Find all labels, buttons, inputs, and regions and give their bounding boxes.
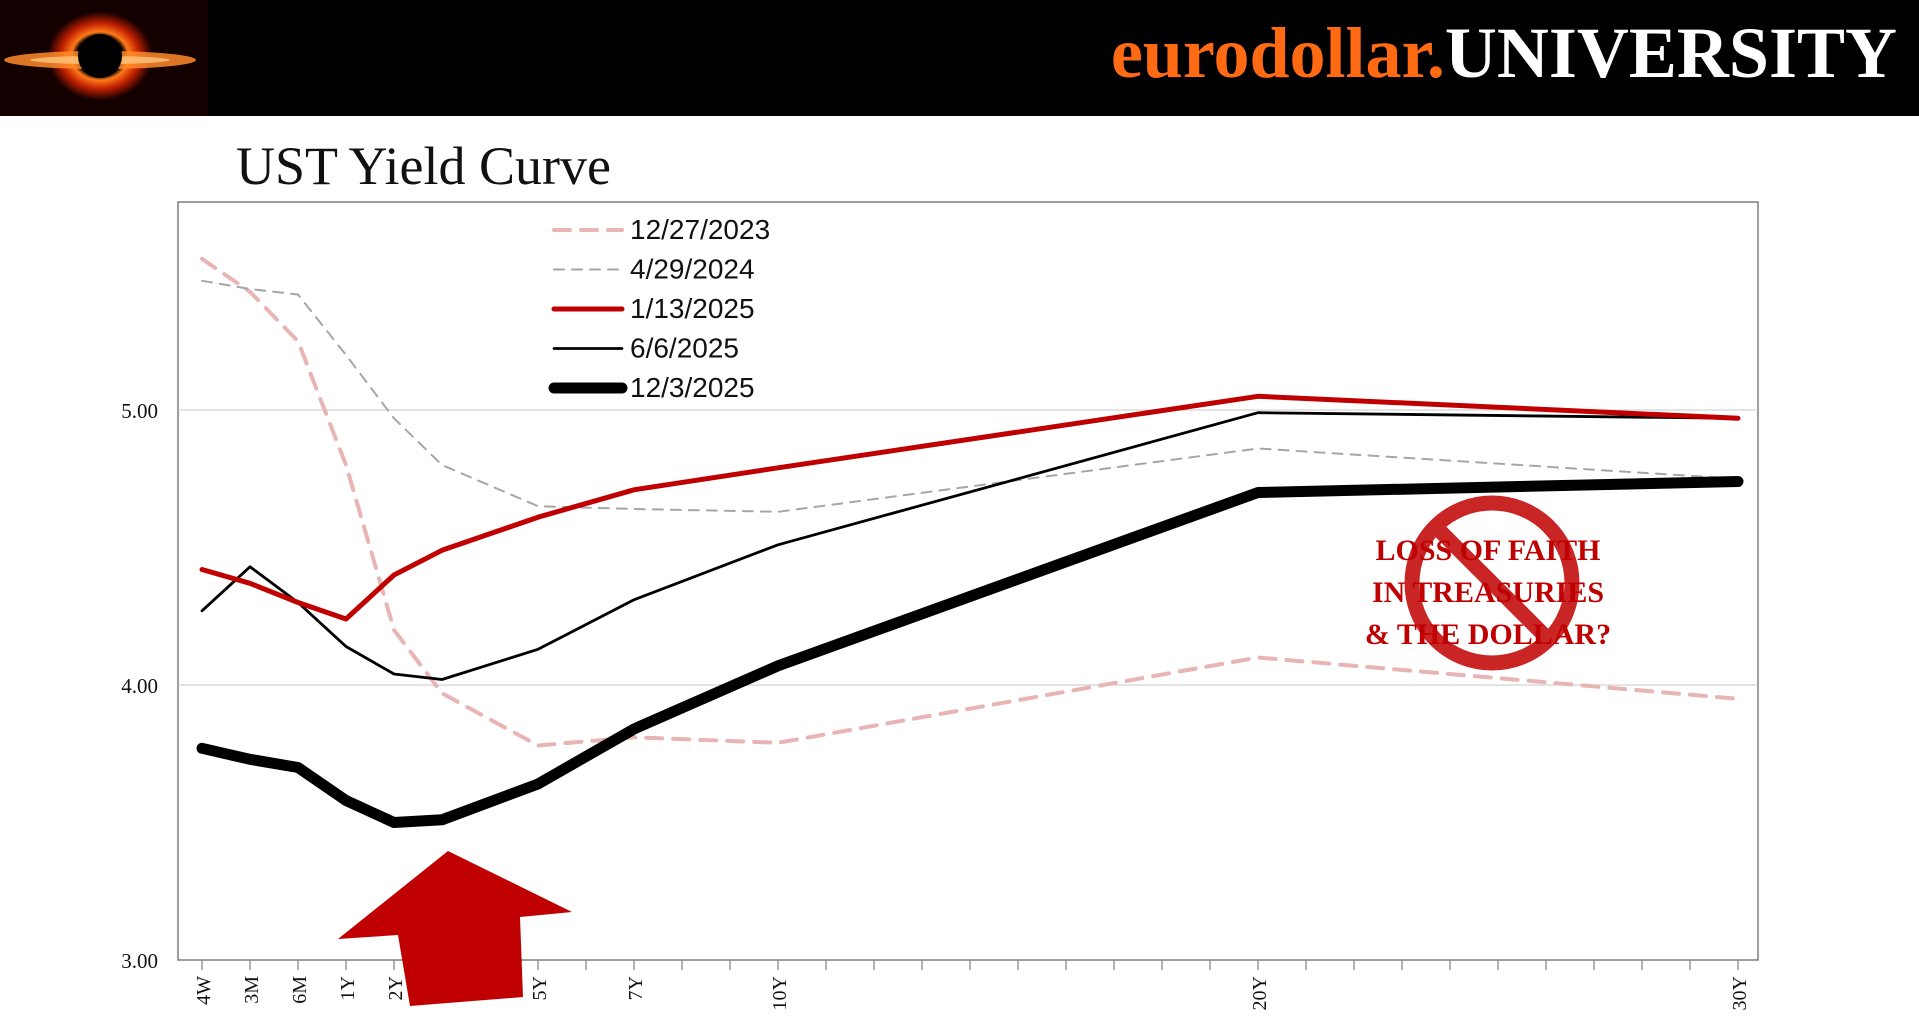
series-line-3 bbox=[199, 393, 1741, 622]
x-tick-label: 1Y bbox=[337, 976, 359, 1000]
stamp-text-line-1: LOSS OF FAITH bbox=[1375, 534, 1600, 567]
brand-part-orange: eurodollar. bbox=[1110, 13, 1445, 93]
brand-wordmark: eurodollar.UNIVERSITY bbox=[1111, 10, 1897, 96]
stamp-text-line-3: & THE DOLLAR? bbox=[1365, 618, 1611, 651]
x-tick-label: 5Y bbox=[529, 976, 551, 1000]
y-tick-label: 4.00 bbox=[121, 674, 158, 698]
x-tick-label: 30Y bbox=[1729, 976, 1751, 1010]
brand-part-white: UNIVERSITY bbox=[1444, 13, 1897, 93]
header-bar: eurodollar.UNIVERSITY bbox=[0, 0, 1919, 116]
chart-title: UST Yield Curve bbox=[236, 136, 611, 196]
x-tick-label: 7Y bbox=[625, 976, 647, 1000]
stamp-text-line-2: IN TREASURIES bbox=[1372, 576, 1604, 609]
red-up-arrow-icon bbox=[338, 851, 572, 1006]
legend-label: 4/29/2024 bbox=[630, 254, 755, 285]
y-tick-label: 5.00 bbox=[121, 399, 158, 423]
legend-label: 12/3/2025 bbox=[630, 372, 755, 403]
plot-area-frame bbox=[177, 201, 1759, 961]
x-tick-label: 20Y bbox=[1249, 976, 1271, 1010]
series-line-2 bbox=[201, 279, 1739, 513]
x-tick-label: 10Y bbox=[769, 976, 791, 1010]
x-tick-label: 2Y bbox=[385, 976, 407, 1000]
legend-label: 1/13/2025 bbox=[630, 293, 755, 324]
prohibition-icon bbox=[1404, 495, 1580, 671]
legend-label: 12/27/2023 bbox=[630, 214, 770, 245]
x-tick-label: 6M bbox=[289, 976, 311, 1004]
y-tick-label: 3.00 bbox=[121, 949, 158, 973]
x-tick-label: 4W bbox=[193, 976, 215, 1005]
legend-label: 6/6/2025 bbox=[630, 333, 739, 364]
black-hole-icon bbox=[0, 0, 208, 116]
series-line-4 bbox=[200, 411, 1740, 681]
series-line-5 bbox=[196, 476, 1744, 828]
series-line-1 bbox=[200, 256, 1740, 748]
x-tick-label: 3M bbox=[241, 976, 263, 1004]
